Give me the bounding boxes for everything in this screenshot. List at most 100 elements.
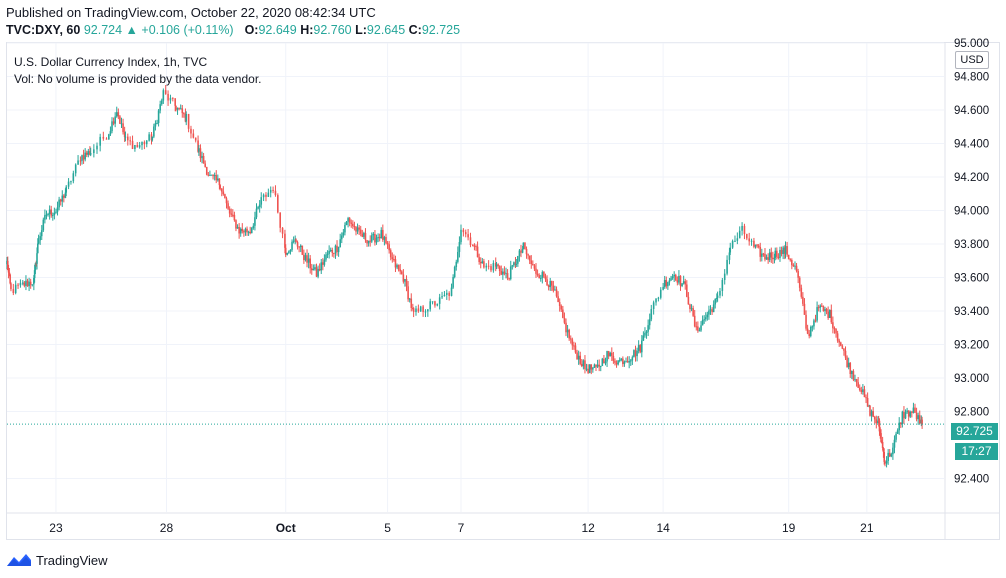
candle-body [460, 229, 462, 243]
candle-body [141, 142, 143, 146]
candle-body [678, 275, 680, 283]
candle-body [45, 214, 48, 216]
candle-body [878, 420, 881, 432]
candle-body [819, 305, 822, 308]
candle-body [565, 322, 567, 333]
candle-body [374, 233, 376, 243]
candle-body [714, 298, 717, 305]
candle-body [563, 317, 566, 323]
candle-body [614, 360, 616, 363]
candle-body [659, 289, 662, 298]
candle-body [648, 319, 651, 326]
candle-body [363, 232, 365, 237]
candle-body [367, 240, 370, 244]
candle-body [393, 259, 395, 261]
candle-body [212, 174, 214, 177]
high-label: H: [300, 23, 314, 37]
candle-body [690, 308, 693, 310]
candle-body [743, 225, 746, 235]
candle-body [310, 268, 313, 271]
chart-frame[interactable] [6, 42, 1000, 540]
candle-body [255, 208, 258, 218]
candle-body [370, 235, 373, 242]
candle-body [339, 239, 341, 248]
candle-body [317, 268, 319, 277]
published-timestamp: Published on TradingView.com, October 22… [6, 5, 376, 20]
y-tick-label: 94.000 [954, 206, 989, 218]
candle-body [105, 138, 108, 140]
candle-body [779, 249, 781, 258]
candle-body [582, 360, 585, 367]
candle-body [637, 345, 640, 351]
candle-body [595, 364, 597, 367]
candle-body [858, 387, 861, 391]
candle-body [872, 411, 874, 417]
symbol-name[interactable]: TVC:DXY, 60 [6, 23, 81, 37]
candle-body [828, 309, 831, 319]
candle-body [8, 272, 11, 275]
candle-body [72, 173, 75, 182]
candle-body [636, 350, 638, 357]
candle-body [843, 348, 845, 351]
last-price: 92.724 [83, 23, 123, 37]
candle-body [495, 264, 498, 267]
candle-body [657, 297, 660, 299]
candle-body [606, 351, 608, 362]
candle-body [453, 267, 456, 278]
axes: 92.400 92.800 93.000 93.200 93.400 93.600 93.8… [7, 38, 999, 539]
candle-body [334, 245, 337, 254]
candle-body [391, 257, 394, 260]
candle-body [536, 273, 539, 276]
y-tick-label: 94.200 [954, 172, 989, 184]
candle-body [794, 265, 796, 267]
candle-body [543, 272, 545, 277]
candle-body [571, 339, 574, 346]
candle-body [633, 350, 635, 358]
candle-body [787, 254, 790, 260]
candle-body [825, 309, 828, 312]
candle-body [841, 345, 844, 349]
candle-body [50, 209, 53, 216]
candle-body [445, 292, 448, 295]
candle-body [885, 460, 888, 464]
candle-body [746, 234, 748, 239]
candle-body [220, 188, 223, 192]
candle-body [228, 208, 231, 214]
candle-body [417, 308, 420, 312]
candle-body [514, 262, 517, 265]
candle-body [164, 90, 167, 94]
candle-body [538, 275, 540, 279]
candle-body [328, 250, 330, 254]
candle-body [383, 237, 386, 240]
candle-body [243, 231, 245, 233]
candle-body [326, 253, 329, 255]
candle-body [877, 420, 879, 424]
candle-body [503, 271, 506, 274]
candle-body [427, 309, 429, 312]
candle-body [274, 190, 277, 196]
tradingview-logo[interactable]: TradingView [6, 550, 108, 570]
candle-body [48, 209, 51, 215]
candle-body [415, 308, 417, 313]
candle-body [79, 160, 82, 162]
candle-body [907, 410, 910, 417]
candle-body [53, 212, 56, 216]
candle-body [612, 355, 615, 361]
candle-body [574, 345, 577, 353]
candle-body [6, 260, 9, 271]
candle-body [530, 260, 533, 265]
candle-body [244, 228, 247, 233]
candle-body [56, 207, 59, 212]
candle-body [898, 422, 901, 431]
candle-body [846, 357, 848, 368]
candle-body [712, 304, 715, 313]
candle-body [830, 309, 833, 323]
candle-body [472, 245, 474, 247]
candle-body [292, 240, 295, 242]
candle-body [175, 105, 177, 110]
currency-label[interactable]: USD [955, 51, 989, 69]
grid-lines [7, 42, 944, 512]
candle-body [181, 108, 184, 114]
candle-body [562, 309, 564, 318]
